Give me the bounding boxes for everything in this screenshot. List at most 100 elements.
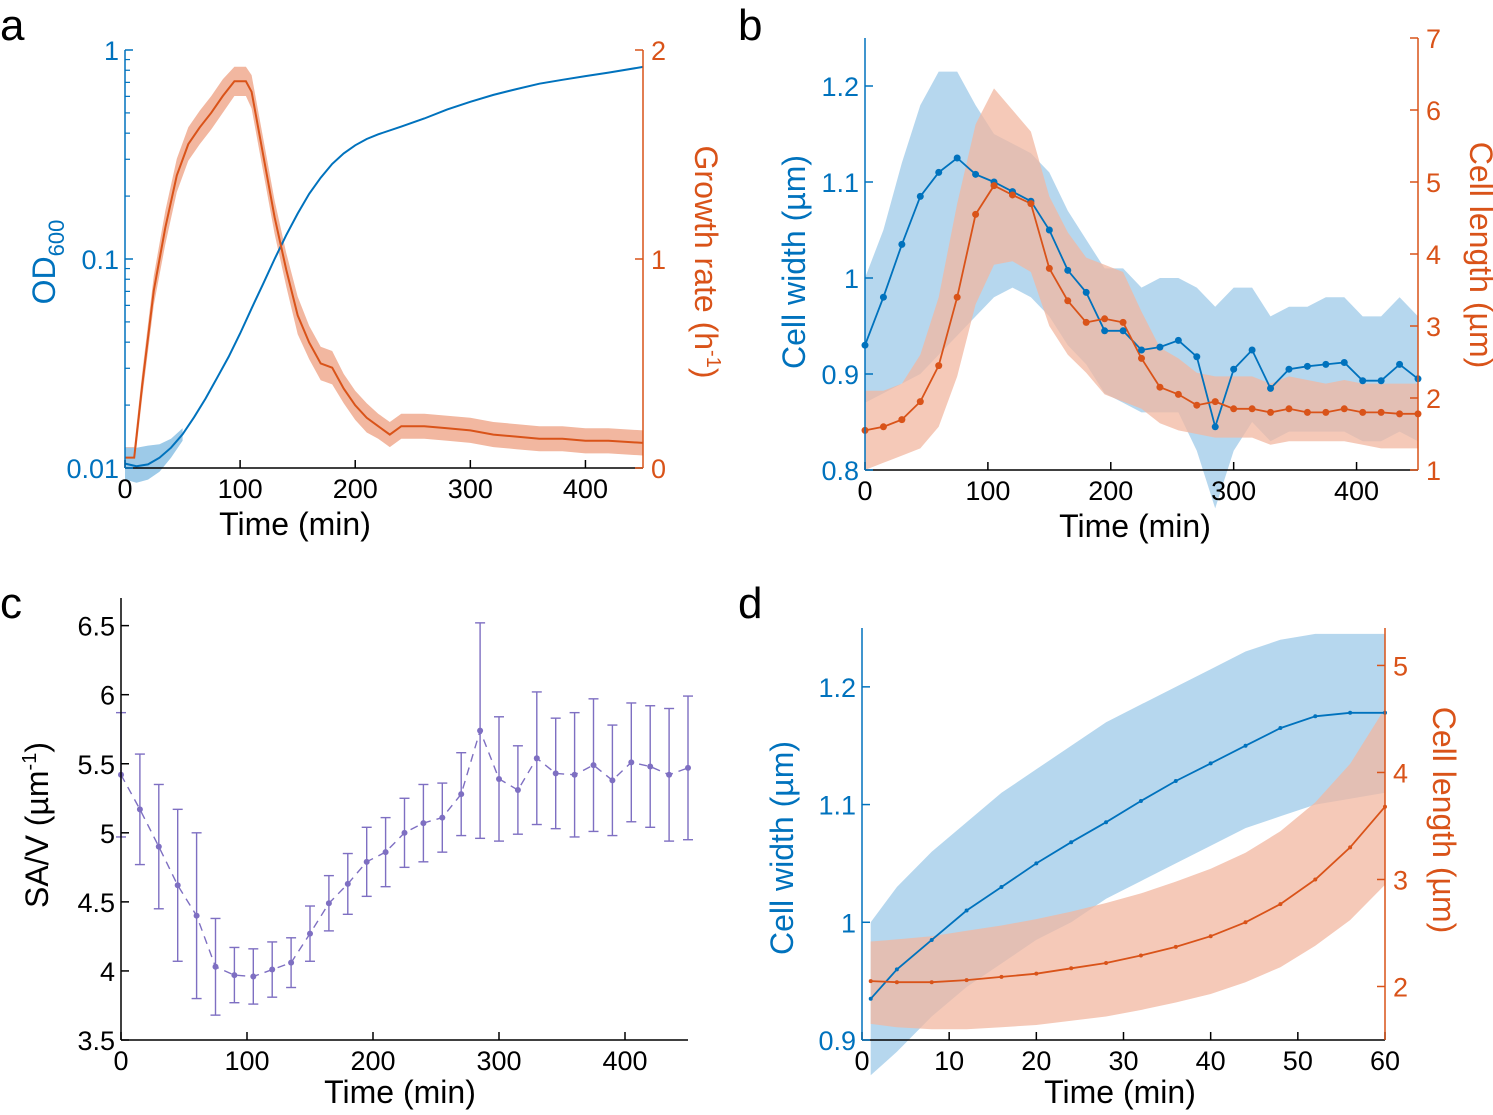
x-tick-label: 100 bbox=[218, 474, 263, 504]
cell-width-point bbox=[868, 996, 873, 1001]
panel-d-ylabel-right-text: Cell length (µm) bbox=[1426, 707, 1462, 934]
x-tick-label: 300 bbox=[1211, 476, 1256, 506]
panel-a-xlabel: Time (min) bbox=[219, 506, 371, 542]
sav-point bbox=[382, 849, 389, 856]
y-tick-label: 0.9 bbox=[818, 1026, 856, 1056]
x-tick-label: 100 bbox=[965, 476, 1010, 506]
x-tick-label: 30 bbox=[1108, 1046, 1138, 1076]
sav-point bbox=[212, 963, 219, 970]
cell-length-point bbox=[1064, 297, 1072, 305]
cell-width-point bbox=[1340, 358, 1348, 366]
cell-length-point bbox=[1243, 920, 1248, 925]
cell-width-point bbox=[1248, 346, 1256, 354]
cell-length-point bbox=[990, 182, 998, 190]
panel-b-bands bbox=[865, 71, 1418, 509]
y-tick-label: 4.5 bbox=[77, 888, 115, 918]
y2-tick-label: 6 bbox=[1426, 96, 1441, 126]
sav-point bbox=[533, 755, 540, 762]
sav-point bbox=[628, 759, 635, 766]
x-tick-label: 20 bbox=[1021, 1046, 1051, 1076]
sav-point bbox=[458, 791, 465, 798]
sav-point bbox=[325, 900, 332, 907]
y-tick-label: 0.1 bbox=[81, 245, 119, 275]
cell-length-point bbox=[1045, 264, 1053, 272]
sav-point bbox=[514, 786, 521, 793]
y2-tick-label: 1 bbox=[651, 245, 666, 275]
y-tick-label: 1.2 bbox=[818, 673, 856, 703]
growth-sup: -1 bbox=[702, 350, 724, 368]
cell-length-point bbox=[879, 423, 887, 431]
cell-length-point bbox=[1396, 410, 1404, 418]
panel-d-ylabel-left-text: Cell width (µm) bbox=[764, 741, 800, 955]
cell-width-point bbox=[1082, 288, 1090, 296]
cell-width-line bbox=[870, 711, 1385, 1000]
y2-tick-label: 3 bbox=[1393, 865, 1408, 895]
cell-width-point bbox=[1064, 266, 1072, 274]
cell-length-point bbox=[929, 980, 934, 985]
y2-tick-label: 5 bbox=[1393, 651, 1408, 681]
cell-width-point bbox=[1101, 327, 1109, 335]
cell-width-point bbox=[1230, 365, 1238, 373]
cell-width-point bbox=[1193, 353, 1201, 361]
y2-tick-label: 1 bbox=[1426, 456, 1441, 486]
panel-b: b 0 100 200 300 400 0.8 0.9 1 1.1 1.2 1 2 3 4 5 6 7 Time… bbox=[738, 1, 1493, 544]
cell-length-band bbox=[870, 708, 1385, 1030]
sav-end: ) bbox=[19, 742, 55, 753]
sav-point bbox=[609, 777, 616, 784]
panel-letter-c: c bbox=[0, 579, 22, 628]
cell-width-point bbox=[999, 884, 1004, 889]
x-tick-label: 0 bbox=[854, 1046, 869, 1076]
cell-length-point bbox=[1322, 408, 1330, 416]
cell-width-point bbox=[1069, 840, 1074, 845]
cell-width-point bbox=[929, 937, 934, 942]
x-tick-label: 300 bbox=[476, 1046, 521, 1076]
x-tick-label: 200 bbox=[1088, 476, 1133, 506]
panel-a-axes: 0 100 200 300 400 0.01 0.1 1 0 1 2 bbox=[66, 36, 666, 504]
y-tick-label: 1 bbox=[841, 908, 856, 938]
cell-length-point bbox=[953, 293, 961, 301]
sav-point bbox=[477, 727, 484, 734]
x-tick-label: 400 bbox=[602, 1046, 647, 1076]
sav-point bbox=[269, 966, 276, 973]
sav-point bbox=[666, 771, 673, 778]
panel-b-xlabel: Time (min) bbox=[1059, 508, 1211, 544]
y2-tick-label: 4 bbox=[1426, 240, 1441, 270]
panel-d: d 0 10 20 30 40 50 60 0.9 1 1.1 1.2 2 3 4 5 Time (min)… bbox=[738, 579, 1462, 1110]
cell-width-point bbox=[953, 154, 961, 162]
sav-point bbox=[647, 763, 654, 770]
y-tick-label: 5.5 bbox=[77, 750, 115, 780]
sav-point bbox=[231, 972, 238, 979]
cell-length-point bbox=[1069, 966, 1074, 971]
cell-length-point bbox=[1156, 383, 1164, 391]
y-tick-label: 3.5 bbox=[77, 1026, 115, 1056]
panel-d-ylabel-left: Cell width (µm) bbox=[764, 741, 800, 955]
cell-length-point bbox=[1340, 405, 1348, 413]
cell-length-point bbox=[1174, 390, 1182, 398]
cell-width-point bbox=[1211, 423, 1219, 431]
cell-length-point bbox=[1248, 405, 1256, 413]
x-tick-label: 400 bbox=[1334, 476, 1379, 506]
panel-d-xlabel: Time (min) bbox=[1044, 1074, 1196, 1110]
sav-point bbox=[155, 843, 162, 850]
growth-rate-line bbox=[125, 80, 644, 459]
x-tick-label: 300 bbox=[448, 474, 493, 504]
y-tick-label: 0.9 bbox=[821, 360, 859, 390]
sav-point bbox=[590, 762, 597, 769]
x-tick-label: 10 bbox=[934, 1046, 964, 1076]
cell-width-point bbox=[1173, 779, 1178, 784]
cell-width-point bbox=[879, 293, 887, 301]
cell-width-point bbox=[1278, 726, 1283, 731]
y2-tick-label: 4 bbox=[1393, 758, 1408, 788]
sav-point bbox=[420, 820, 427, 827]
sav-point bbox=[344, 880, 351, 887]
cell-width-point bbox=[1285, 365, 1293, 373]
growth-label: Growth rate (h bbox=[688, 146, 724, 351]
cell-length-point bbox=[935, 362, 943, 370]
sav-point bbox=[174, 882, 181, 889]
panel-b-ylabel-right-text: Cell length (µm) bbox=[1463, 142, 1493, 369]
y2-tick-label: 3 bbox=[1426, 312, 1441, 342]
y2-tick-label: 7 bbox=[1426, 24, 1441, 54]
cell-length-line bbox=[870, 806, 1386, 984]
panel-a-bands bbox=[125, 66, 643, 483]
panel-a: a 0 100 200 300 400 0.01 0.1 1 0 1 2 Time (min) OD… bbox=[0, 1, 724, 542]
